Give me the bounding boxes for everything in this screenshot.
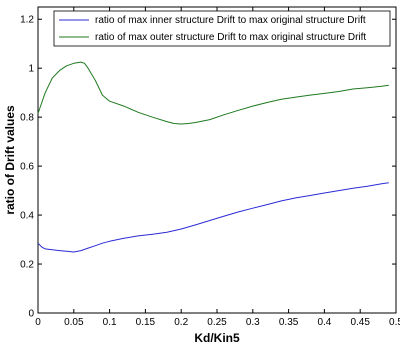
x-tick-label: 0.1 [103, 317, 117, 328]
x-axis-ticks: 0 0.05 0.1 0.15 0.2 0.25 0.3 0.35 0.4 0.45 0.5 [35, 7, 400, 328]
series-lines [37, 61, 389, 253]
y-axis-label: ratio of Drift values [3, 105, 17, 215]
x-tick-label: 0.3 [246, 317, 260, 328]
y-tick-label: 0.2 [20, 260, 34, 271]
y-tick-label: 1 [28, 64, 34, 75]
x-tick-label: 0.5 [389, 317, 400, 328]
x-tick-label: 0.15 [136, 317, 156, 328]
x-tick-label: 0.2 [174, 317, 188, 328]
y-tick-label: 0 [28, 309, 34, 320]
legend: ratio of max inner structure Drift to ma… [53, 10, 391, 47]
x-tick-label: 0.35 [279, 317, 299, 328]
y-tick-label: 1.2 [20, 15, 34, 26]
x-axis-label: Kd/Kin5 [194, 331, 240, 345]
y-axis-ticks: 0 0.2 0.4 0.6 0.8 1 1.2 [20, 15, 396, 320]
x-tick-label: 0.4 [317, 317, 331, 328]
x-tick-label: 0.25 [207, 317, 227, 328]
x-tick-label: 0 [35, 317, 41, 328]
y-tick-label: 0.4 [20, 211, 34, 222]
x-tick-label: 0.05 [64, 317, 84, 328]
legend-label-inner: ratio of max inner structure Drift to ma… [95, 15, 366, 26]
legend-label-outer: ratio of max outer structure Drift to ma… [95, 32, 366, 43]
outer-drift-ratio-line [37, 61, 389, 125]
y-tick-label: 0.6 [20, 162, 34, 173]
legend-box [53, 10, 391, 47]
inner-drift-ratio-line [37, 182, 389, 253]
plot-area [37, 6, 397, 314]
x-tick-label: 0.45 [350, 317, 370, 328]
y-tick-label: 0.8 [20, 113, 34, 124]
